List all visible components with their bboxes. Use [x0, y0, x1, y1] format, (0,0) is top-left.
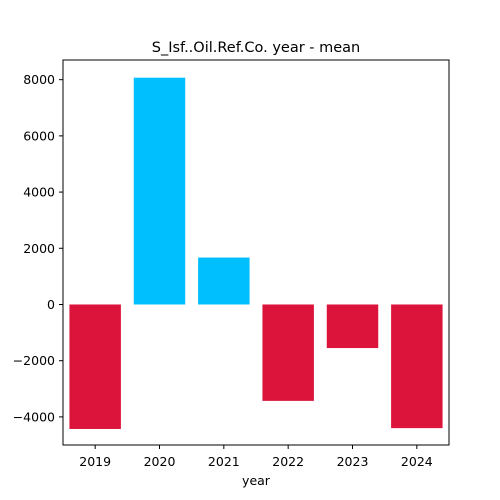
y-tick-label: −2000: [13, 353, 55, 368]
bar-2020: [133, 77, 186, 305]
x-tick-label: 2024: [401, 454, 433, 469]
x-axis-label: year: [242, 473, 271, 488]
bar-2023: [326, 304, 379, 349]
x-axis: 2019 2020 2021 2022 2023 2024: [79, 445, 433, 469]
bar-2024: [391, 304, 443, 429]
y-tick-label: −4000: [13, 409, 55, 424]
x-tick-label: 2022: [272, 454, 304, 469]
y-tick-label: 8000: [23, 72, 55, 87]
x-tick-label: 2019: [79, 454, 111, 469]
x-tick-label: 2023: [337, 454, 369, 469]
bar-2019: [69, 304, 121, 429]
plot-frame: [62, 59, 450, 446]
bars-group: [69, 77, 443, 429]
y-tick-label: 4000: [23, 185, 55, 200]
y-tick-label: 0: [47, 297, 55, 312]
x-tick-label: 2020: [144, 454, 176, 469]
bar-2022: [262, 304, 314, 401]
x-tick-label: 2021: [208, 454, 240, 469]
y-tick-label: 6000: [23, 128, 55, 143]
bar-2021: [198, 257, 250, 305]
chart-title: S_Isf..Oil.Ref.Co. year - mean: [152, 40, 361, 56]
y-tick-label: 2000: [23, 241, 55, 256]
y-axis: −4000 −2000 0 2000 4000 6000 8000: [13, 72, 63, 424]
